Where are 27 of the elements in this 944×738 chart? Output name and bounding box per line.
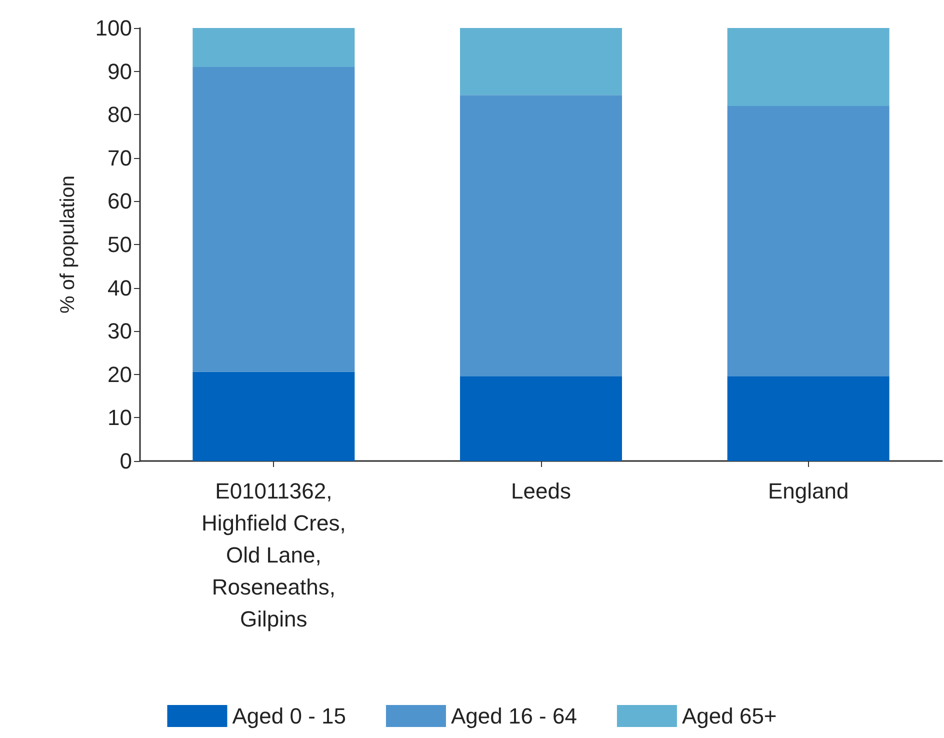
bar xyxy=(727,106,890,376)
bar xyxy=(192,66,355,372)
bar xyxy=(460,28,622,96)
legend-label: Aged 0 - 15 xyxy=(232,704,346,728)
y-tick-label: 50 xyxy=(108,232,132,257)
bar xyxy=(192,28,355,67)
bar xyxy=(460,95,622,376)
bar xyxy=(192,372,355,461)
x-tick-label: England xyxy=(768,478,849,504)
bar xyxy=(727,376,890,461)
y-tick-label: 70 xyxy=(108,145,132,170)
x-tick-label: Leeds xyxy=(511,478,571,504)
y-axis-title: % of population xyxy=(57,176,79,314)
legend-label: Aged 16 - 64 xyxy=(450,704,577,728)
bar xyxy=(727,28,890,106)
y-tick-label: 80 xyxy=(108,102,132,128)
x-tick-label: E01011362, Highfield Cres, Old Lane, Roseneaths, Gilpins xyxy=(202,478,346,632)
y-tick-label: 20 xyxy=(108,362,132,387)
bar xyxy=(460,376,622,461)
y-tick-label: 0 xyxy=(120,448,132,474)
y-tick-label: 10 xyxy=(108,405,132,430)
y-tick-label: 90 xyxy=(108,58,132,84)
y-tick-label: 100 xyxy=(95,16,132,40)
y-tick-label: 40 xyxy=(108,275,132,300)
y-tick-label: 60 xyxy=(108,188,132,214)
legend-label: Aged 65+ xyxy=(682,704,777,728)
y-tick-label: 30 xyxy=(108,318,132,344)
